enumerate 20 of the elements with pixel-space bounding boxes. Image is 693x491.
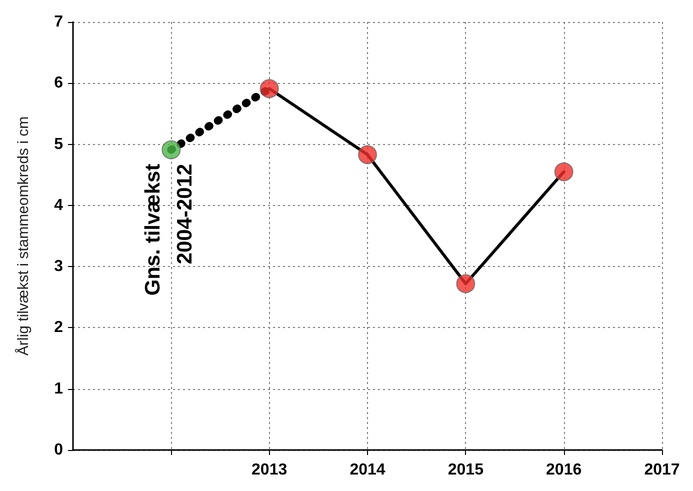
x-tick-label: 2013	[252, 462, 288, 478]
point	[162, 140, 181, 160]
y-tick-label: 1	[54, 380, 64, 398]
y-tick-label: 3	[54, 258, 64, 276]
y-axis-title: Årlig tilvækst i stammeomkreds i cm	[14, 116, 32, 356]
y-tick-label: 5	[54, 136, 64, 153]
x-tick-label: 2014	[350, 462, 386, 478]
y-tick-label: 4	[54, 196, 64, 214]
point	[260, 79, 279, 98]
x-tick-label: 2015	[448, 462, 484, 478]
point	[358, 145, 377, 164]
x-tick-label: 2016	[546, 462, 582, 478]
y-tick-label: 0	[54, 442, 64, 458]
y-tick-label: 2	[54, 319, 64, 336]
annotation: Gns. tilvækst 2004-2012	[142, 164, 197, 296]
x-tick-label: 2017	[644, 462, 680, 478]
y-tick-label: 7	[54, 14, 64, 30]
y-tick-label: 6	[54, 74, 64, 92]
point	[456, 274, 476, 294]
point	[554, 162, 574, 182]
